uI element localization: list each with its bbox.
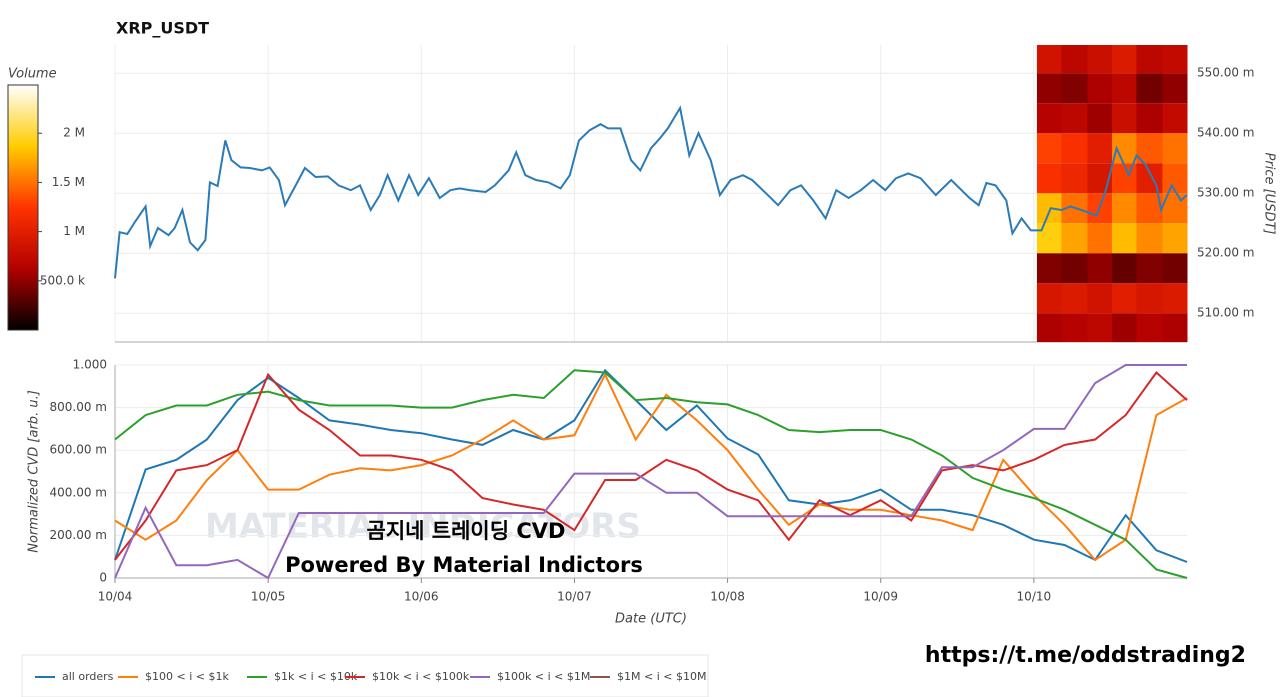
heatmap-cell xyxy=(1061,253,1088,284)
heatmap-cell xyxy=(1087,223,1113,254)
heatmap-cell xyxy=(1061,73,1088,104)
heatmap-cell xyxy=(1036,163,1062,194)
x-tick-label: 10/07 xyxy=(557,590,592,604)
x-tick-label: 10/08 xyxy=(710,590,745,604)
series-line xyxy=(114,364,1187,580)
heatmap-cell xyxy=(1061,223,1088,254)
heatmap-cell xyxy=(1111,103,1137,134)
heatmap-cell xyxy=(1136,283,1163,314)
y-tick-label: 530.00 m xyxy=(1197,186,1255,200)
heatmap-cell xyxy=(1036,283,1062,314)
heatmap-cell xyxy=(1162,283,1188,314)
heatmap-cell xyxy=(1111,283,1137,314)
heatmap-cell xyxy=(1162,253,1188,284)
y-tick-label: 520.00 m xyxy=(1197,246,1255,260)
heatmap-cell xyxy=(1162,133,1188,164)
x-tick-label: 10/05 xyxy=(251,590,286,604)
y-axis-label: Price [USDT] xyxy=(1262,153,1277,235)
heatmap-cell xyxy=(1162,103,1188,134)
heatmap-cell xyxy=(1061,163,1088,194)
heatmap-cell xyxy=(1136,223,1163,254)
caption: 곰지네 트레이딩 CVD xyxy=(367,519,566,543)
heatmap-cell xyxy=(1087,45,1113,74)
heatmap-cell xyxy=(1136,45,1163,74)
heatmap-cell xyxy=(1111,253,1137,284)
link: https://t.me/oddstrading2 xyxy=(925,643,1246,668)
heatmap-cell xyxy=(1036,253,1062,284)
heatmap-cell xyxy=(1162,45,1188,74)
heatmap-cell xyxy=(1036,223,1062,254)
heatmap-cell xyxy=(1061,133,1088,164)
heatmap-cell xyxy=(1111,45,1137,74)
heatmap-cell xyxy=(1036,193,1062,224)
legend-label: $10k < i < $100k xyxy=(372,670,470,683)
y-tick-label: 0 xyxy=(99,571,107,585)
heatmap-cell xyxy=(1061,283,1088,314)
x-tick-label: 10/04 xyxy=(98,590,133,604)
y-tick-label: 510.00 m xyxy=(1197,306,1255,320)
chart-title: XRP_USDT xyxy=(116,19,209,38)
y-tick-label: 550.00 m xyxy=(1197,66,1255,80)
y-tick-label: 600.00 m xyxy=(50,443,108,457)
heatmap-cell xyxy=(1162,313,1188,342)
x-tick-label: 10/09 xyxy=(863,590,898,604)
heatmap-cell xyxy=(1061,313,1088,342)
heatmap-cell xyxy=(1136,73,1163,104)
series-line xyxy=(114,105,1188,279)
heatmap-cell xyxy=(1061,103,1088,134)
heatmap-cell xyxy=(1162,163,1188,194)
heatmap-cell xyxy=(1162,73,1188,104)
heatmap-cell xyxy=(1136,103,1163,134)
legend-label: $100k < i < $1M xyxy=(497,670,590,683)
heatmap-cell xyxy=(1036,103,1062,134)
colorbar-tick-label: 1.5 M xyxy=(52,175,85,189)
y-tick-label: 400.00 m xyxy=(50,485,108,499)
series-line xyxy=(114,372,1188,562)
y-tick-label: 800.00 m xyxy=(50,400,108,414)
series-line xyxy=(114,371,1188,561)
colorbar xyxy=(7,84,39,331)
y-axis-label: Normalized CVD [arb. u.] xyxy=(27,390,42,553)
heatmap-cell xyxy=(1087,73,1113,104)
legend-label: $1M < i < $10M xyxy=(617,670,706,683)
y-tick-label: 1.000 xyxy=(73,358,107,372)
heatmap-cell xyxy=(1036,73,1062,104)
colorbar-title: Volume xyxy=(8,67,57,82)
heatmap-cell xyxy=(1111,163,1137,194)
heatmap-cell xyxy=(1136,133,1163,164)
legend-label: $100 < i < $1k xyxy=(145,670,229,683)
legend-label: all orders xyxy=(62,670,114,683)
colorbar-tick-label: 1 M xyxy=(63,224,85,238)
heatmap-cell xyxy=(1111,73,1137,104)
heatmap-cell xyxy=(1036,313,1062,342)
x-tick-label: 10/06 xyxy=(404,590,439,604)
colorbar-tick-label: 2 M xyxy=(63,126,85,140)
heatmap-cell xyxy=(1162,223,1188,254)
heatmap-cell xyxy=(1087,313,1113,342)
heatmap-cell xyxy=(1111,223,1137,254)
x-axis-label: Date (UTC) xyxy=(615,612,687,627)
legend-label: $1k < i < $10k xyxy=(274,670,358,683)
heatmap-cell xyxy=(1087,133,1113,164)
heatmap-cell xyxy=(1061,45,1088,74)
heatmap-cell xyxy=(1087,283,1113,314)
heatmap-cell xyxy=(1036,133,1062,164)
heatmap-cell xyxy=(1136,163,1163,194)
y-tick-label: 540.00 m xyxy=(1197,126,1255,140)
heatmap-cell xyxy=(1111,193,1137,224)
heatmap-cell xyxy=(1036,45,1062,74)
series-line xyxy=(114,369,1188,579)
heatmap-cell xyxy=(1136,313,1163,342)
x-tick-label: 10/10 xyxy=(1017,590,1052,604)
heatmap-cell xyxy=(1087,253,1113,284)
heatmap-cell xyxy=(1136,253,1163,284)
series-line xyxy=(114,368,1188,563)
colorbar-tick-label: 500.0 k xyxy=(40,273,85,287)
powered-by: Powered By Material Indictors xyxy=(285,553,643,577)
y-tick-label: 200.00 m xyxy=(50,528,108,542)
heatmap-cell xyxy=(1087,103,1113,134)
heatmap-cell xyxy=(1111,313,1137,342)
